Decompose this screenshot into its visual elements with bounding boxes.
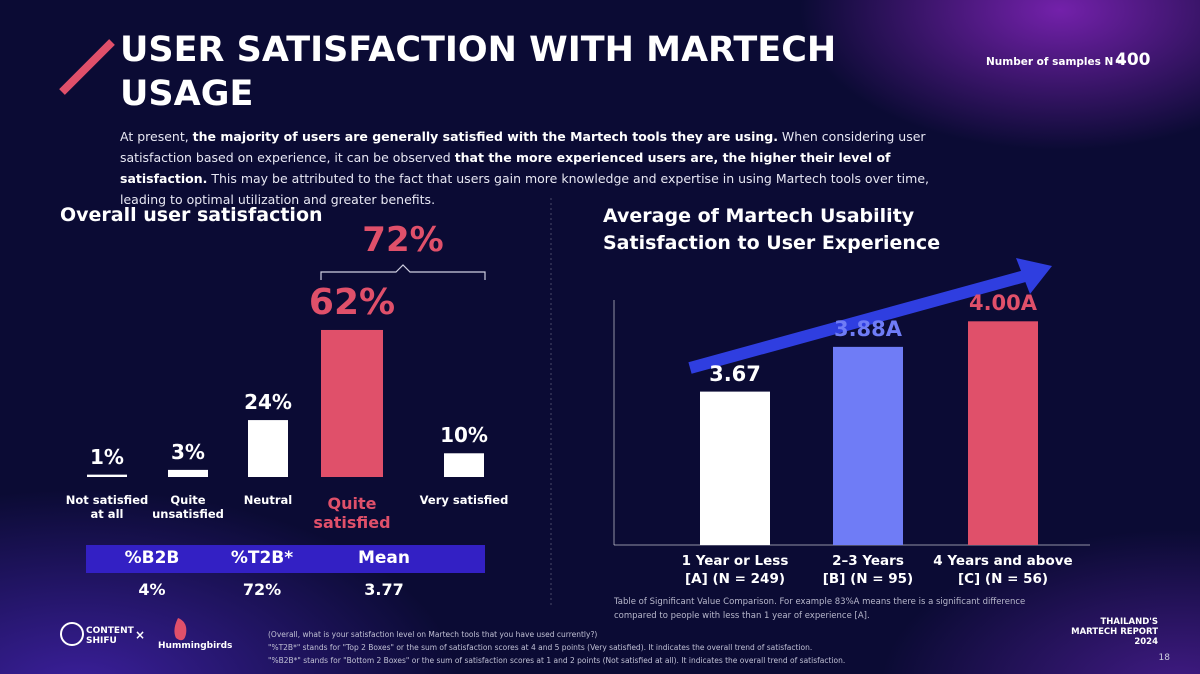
logo-icon xyxy=(60,622,84,646)
table-cell: 3.77 xyxy=(364,580,404,599)
x-tick-label: Very satisfied xyxy=(419,493,509,507)
bird-icon xyxy=(174,618,187,641)
top2-annotation: 72% xyxy=(362,220,444,260)
bar xyxy=(444,453,484,477)
table-header: %B2B xyxy=(124,548,180,568)
value-label: 1% xyxy=(90,444,124,469)
value-label: 3% xyxy=(171,439,205,464)
table-cell: 4% xyxy=(138,580,166,599)
intro: At present, the majority of users are ge… xyxy=(120,126,930,210)
report-name: MARTECH REPORT xyxy=(1071,627,1158,637)
footnote: "%B2B*" stands for "Bottom 2 Boxes" or t… xyxy=(268,656,846,665)
bar xyxy=(168,469,208,477)
x-tick-label: Quite unsatisfied xyxy=(152,493,224,521)
top2-bracket xyxy=(320,264,486,280)
x-tick-label: 1 Year or Less xyxy=(681,553,789,569)
intro-run: the majority of users are generally sati… xyxy=(192,129,778,144)
x-tick-sublabel: [C] (N = 56) xyxy=(957,571,1049,587)
title-slash xyxy=(59,39,115,95)
chart-title: Overall user satisfaction xyxy=(60,204,323,226)
table-header-bg xyxy=(86,545,485,573)
x-tick-sublabel: [B] (N = 95) xyxy=(822,571,914,587)
page-number: 18 xyxy=(1158,653,1170,663)
x-tick-label: Neutral xyxy=(243,493,293,507)
value-label: 62% xyxy=(308,281,396,323)
intro-run: When considering user satisfaction based… xyxy=(120,129,926,165)
intro-run: that the more experienced users are, the… xyxy=(120,150,891,186)
bar xyxy=(968,321,1038,545)
x-tick-label: Not satisfied at all xyxy=(65,493,149,521)
trend-arrow xyxy=(688,270,1027,374)
bar xyxy=(248,420,288,477)
table-cell: 72% xyxy=(242,580,282,599)
logo-text: CONTENT SHIFU xyxy=(86,626,134,646)
value-label: 24% xyxy=(244,390,292,415)
logo-separator: × xyxy=(135,628,146,642)
value-label: 3.67 xyxy=(709,361,761,386)
intro-run: This may be attributed to the fact that … xyxy=(120,171,929,207)
chart-title: Average of Martech Usability Satisfactio… xyxy=(603,205,941,254)
report-name: THAILAND'S xyxy=(1100,617,1158,627)
bar xyxy=(87,474,127,477)
bar xyxy=(833,346,903,545)
x-tick-label: 2–3 Years xyxy=(832,553,904,569)
logo-text: Hummingbirds xyxy=(158,641,233,651)
x-tick-label: 4 Years and above xyxy=(933,553,1073,569)
footnote: (Overall, what is your satisfaction leve… xyxy=(268,630,598,639)
bar xyxy=(700,391,770,545)
samples-label: Number of samples N = xyxy=(986,56,1126,68)
report-name: 2024 xyxy=(1134,637,1158,647)
value-label: 10% xyxy=(440,423,488,448)
page-title: USER SATISFACTION WITH MARTECH USAGE xyxy=(120,30,837,114)
bar xyxy=(321,329,383,477)
value-label: 4.00A xyxy=(968,291,1038,316)
table-header: %T2B* xyxy=(230,548,294,568)
intro-run: At present, xyxy=(120,129,193,144)
x-tick-sublabel: [A] (N = 249) xyxy=(684,571,786,587)
value-label: 3.88A xyxy=(833,316,903,341)
x-tick-label: Quite satisfied xyxy=(313,494,391,533)
samples-value: 400 xyxy=(1115,50,1151,70)
table-header: Mean xyxy=(357,548,411,568)
chart-note: Table of Significant Value Comparison. F… xyxy=(614,597,1026,621)
footnote: "%T2B*" stands for "Top 2 Boxes" or the … xyxy=(268,643,813,652)
trend-arrowhead xyxy=(1016,258,1052,294)
